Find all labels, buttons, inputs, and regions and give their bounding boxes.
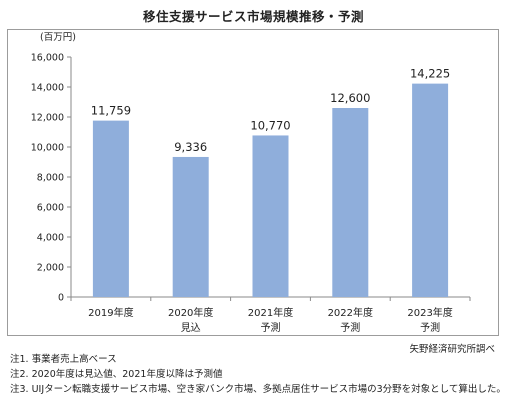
- bar-value-label: 10,770: [250, 118, 290, 132]
- bar: [252, 135, 289, 297]
- y-tick-label: 8,000: [37, 173, 64, 184]
- bar: [92, 120, 129, 298]
- x-tick-label: 2020年度: [168, 306, 213, 319]
- y-tick-label: 4,000: [37, 233, 64, 244]
- bar: [412, 83, 449, 297]
- y-tick-label: 0: [58, 293, 64, 304]
- source-credit: 矢野経済研究所調べ: [409, 344, 495, 355]
- x-tick-label: 2022年度: [328, 306, 373, 319]
- y-axis-unit-label: (百万円): [40, 32, 76, 43]
- note-3: 注3. UIJターン転職支援サービス市場、空き家バンク市場、多拠点居住サービス市…: [10, 384, 506, 395]
- bar-value-label: 14,225: [410, 67, 450, 81]
- chart-title: 移住支援サービス市場規模推移・予測: [142, 9, 364, 24]
- x-tick-sublabel: 予測: [420, 321, 440, 334]
- chart-frame: [7, 29, 499, 336]
- y-tick-label: 10,000: [31, 143, 64, 154]
- bar-value-label: 12,600: [330, 91, 370, 105]
- y-tick-label: 6,000: [37, 203, 64, 214]
- y-tick-label: 2,000: [37, 263, 64, 274]
- bar: [332, 108, 369, 297]
- bar-value-label: 9,336: [174, 140, 207, 154]
- x-tick-label: 2019年度: [88, 306, 133, 319]
- x-tick-sublabel: 予測: [261, 321, 281, 334]
- bar: [172, 156, 209, 297]
- bar-value-label: 11,759: [91, 104, 131, 118]
- x-tick-sublabel: 見込: [181, 322, 201, 334]
- notes: 注1. 事業者売上高ベース 注2. 2020年度は見込値、2021年度以降は予測…: [10, 352, 506, 397]
- x-tick-label: 2023年度: [407, 306, 452, 319]
- y-tick-label: 14,000: [31, 83, 64, 94]
- note-2: 注2. 2020年度は見込値、2021年度以降は予測値: [10, 369, 223, 380]
- y-tick-label: 12,000: [31, 113, 64, 124]
- note-1: 注1. 事業者売上高ベース: [10, 354, 117, 365]
- x-tick-label: 2021年度: [248, 306, 293, 319]
- x-tick-sublabel: 予測: [340, 321, 360, 334]
- y-tick-label: 16,000: [31, 53, 64, 64]
